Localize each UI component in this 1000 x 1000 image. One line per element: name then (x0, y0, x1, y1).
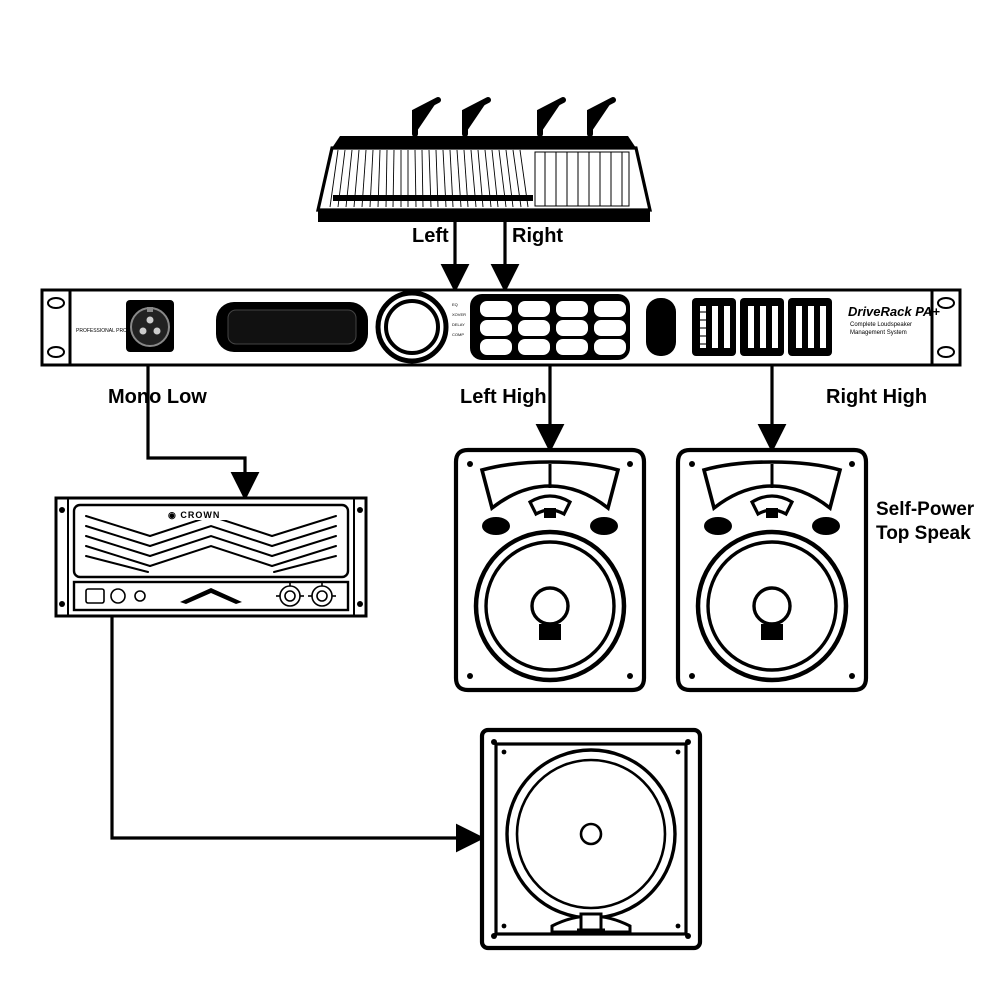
svg-text:Complete Loudspeaker: Complete Loudspeaker (850, 322, 912, 328)
driverack-icon: PROFESSIONAL PRODUCTS EQXOVER DELAY (42, 290, 960, 365)
edge-amp-sub (112, 618, 480, 838)
svg-text:XOVER: XOVER (452, 312, 466, 317)
mixer-icon (318, 100, 650, 222)
svg-text:EQ: EQ (452, 302, 458, 307)
edge-rack-amp (148, 368, 245, 496)
rack-brand: DriveRack PA+ (848, 304, 940, 319)
svg-text:Management System: Management System (850, 330, 907, 336)
svg-text:◉ CROWN: ◉ CROWN (168, 510, 220, 520)
svg-text:COMP: COMP (452, 332, 464, 337)
diagram-svg: PROFESSIONAL PRODUCTS EQXOVER DELAY (0, 0, 1000, 1000)
diagram-stage: Left Right Mono Low Left High Right High… (0, 0, 1000, 1000)
speaker-left-icon (456, 450, 644, 690)
amplifier-icon: ◉ CROWN (56, 498, 366, 616)
subwoofer-icon (482, 730, 700, 948)
speaker-right-icon (678, 450, 866, 690)
svg-text:DELAY: DELAY (452, 322, 465, 327)
